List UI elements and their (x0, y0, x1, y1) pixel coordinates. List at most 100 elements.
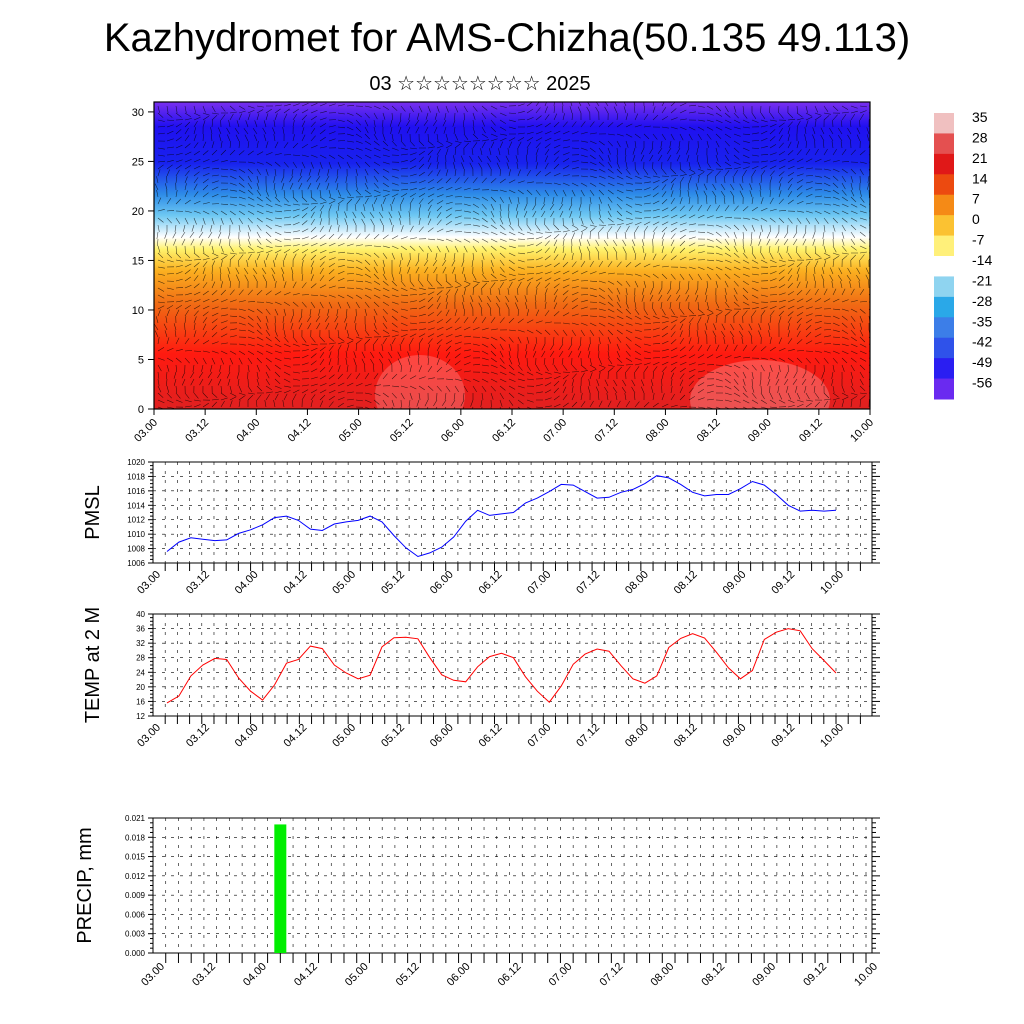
y-tick-label: 36 (136, 625, 145, 634)
x-tick-label: 06.00 (428, 722, 456, 750)
y-tick-label: 1010 (127, 530, 145, 539)
colorbar-label: -14 (972, 252, 992, 268)
colorbar-swatch (934, 378, 954, 400)
x-tick-label: 05.00 (337, 417, 365, 445)
x-tick-label: 08.12 (672, 722, 700, 750)
y-tick-label: 1006 (127, 559, 145, 568)
colorbar-label: -21 (972, 272, 992, 288)
colorbar-swatch (934, 133, 954, 155)
y-tick-label: 20 (132, 206, 144, 218)
heatmap-panel: 0 5 10 15 20 25 30 03.00 03.12 04.00 04.12 05.00 05… (132, 101, 876, 445)
chart-title: Kazhydromet for AMS-Chizha(50.135 49.113… (103, 16, 911, 60)
x-tick-label: 06.12 (477, 569, 505, 597)
x-tick-label: 04.12 (286, 417, 314, 445)
colorbar-swatch (934, 296, 954, 318)
colorbar-label: 7 (972, 191, 980, 207)
x-tick-label: 05.00 (343, 961, 371, 989)
colorbar-swatch (934, 276, 954, 298)
x-tick-label: 07.12 (592, 417, 620, 445)
x-tick-label: 10.00 (852, 961, 880, 989)
x-tick-label: 07.00 (525, 722, 553, 750)
colorbar-label: -35 (972, 313, 992, 329)
y-tick-label: 5 (138, 354, 144, 366)
y-tick-label: 1020 (127, 458, 145, 467)
colorbar-swatch (934, 113, 954, 134)
x-tick-label: 03.00 (132, 417, 160, 445)
colorbar-swatch (934, 337, 954, 359)
pmsl-panel: 1006 1008 1010 1012 1014 1016 1018 1020 03.00 03.… (82, 458, 880, 597)
x-tick-label: 05.00 (330, 722, 358, 750)
y-tick-label: 15 (132, 255, 144, 267)
x-tick-label: 03.12 (184, 569, 212, 597)
x-tick-label: 04.00 (241, 961, 269, 989)
plot-frame (152, 613, 873, 717)
x-tick-label: 04.00 (234, 417, 262, 445)
x-tick-label: 03.00 (135, 569, 163, 597)
colorbar-label: -56 (972, 375, 992, 391)
x-tick-label: 06.12 (496, 961, 524, 989)
y-tick-label: 0.018 (125, 833, 146, 842)
y-tick-label: 24 (136, 668, 145, 677)
wind-vector-field (154, 102, 870, 409)
x-tick-label: 08.00 (623, 569, 651, 597)
colorbar-label: 21 (972, 150, 988, 166)
wind-vectors (154, 102, 870, 409)
colorbar-swatch (934, 174, 954, 196)
x-tick-label: 07.12 (598, 961, 626, 989)
temperature-panel: 12 16 20 24 28 32 36 40 03.00 03.12 04.00 04.12 05.0… (82, 607, 880, 750)
y-tick-label: 0.006 (125, 910, 146, 919)
x-tick-label: 09.12 (769, 722, 797, 750)
y-tick-label: 30 (132, 107, 144, 119)
y-tick-label: 20 (136, 683, 145, 692)
colorbar-swatch (934, 194, 954, 216)
series-line (166, 475, 837, 558)
x-tick-label: 03.00 (135, 722, 163, 750)
x-tick-label: 08.00 (644, 417, 672, 445)
x-tick-label: 04.12 (282, 569, 310, 597)
x-tick-label: 04.00 (233, 569, 261, 597)
colorbar-label: 35 (972, 109, 988, 125)
x-tick-label: 09.12 (769, 569, 797, 597)
heatmap-field (154, 102, 870, 409)
precip-bar (274, 824, 287, 953)
x-tick-label: 07.12 (574, 722, 602, 750)
colorbar-label: 0 (972, 211, 980, 227)
x-tick-label: 08.00 (648, 961, 676, 989)
x-tick-label: 05.12 (379, 569, 407, 597)
x-tick-label: 04.12 (282, 722, 310, 750)
x-tick-label: 07.00 (525, 569, 553, 597)
colorbar-label: 28 (972, 129, 988, 145)
x-tick-label: 09.12 (801, 961, 829, 989)
colorbar-swatch (934, 317, 954, 339)
colorbar-swatch (934, 215, 954, 237)
y-tick-label: 1016 (127, 487, 145, 496)
heatmap-y-axis: 0 5 10 15 20 25 30 (132, 107, 154, 416)
y-tick-label: 1014 (127, 501, 145, 510)
x-tick-label: 05.00 (330, 569, 358, 597)
x-tick-label: 05.12 (379, 722, 407, 750)
y-tick-label: 0.021 (125, 814, 146, 823)
x-tick-label: 10.00 (818, 722, 846, 750)
x-tick-label: 06.00 (428, 569, 456, 597)
x-tick-label: 07.00 (547, 961, 575, 989)
x-tick-label: 09.00 (746, 417, 774, 445)
heatmap-x-axis: 03.00 03.12 04.00 04.12 05.00 05.12 06.00 06.12… (132, 409, 876, 445)
x-tick-label: 04.00 (233, 722, 261, 750)
colorbar-swatch (934, 358, 954, 380)
x-tick-label: 03.12 (184, 722, 212, 750)
y-tick-label: 0.003 (125, 930, 146, 939)
y-tick-label: 12 (136, 712, 145, 721)
y-tick-label: 25 (132, 156, 144, 168)
y-tick-label: 0.015 (125, 853, 146, 862)
y-tick-label: 16 (136, 697, 145, 706)
x-tick-label: 03.12 (190, 961, 218, 989)
y-tick-label: 1008 (127, 545, 145, 554)
y-axis-label: PRECIP, mm (74, 827, 96, 943)
x-tick-label: 09.00 (750, 961, 778, 989)
x-tick-label: 03.12 (183, 417, 211, 445)
x-tick-label: 08.00 (623, 722, 651, 750)
colorbar-label: 14 (972, 170, 988, 186)
x-tick-label: 08.12 (695, 417, 723, 445)
x-tick-label: 06.12 (477, 722, 505, 750)
colorbar-swatch (934, 235, 954, 257)
